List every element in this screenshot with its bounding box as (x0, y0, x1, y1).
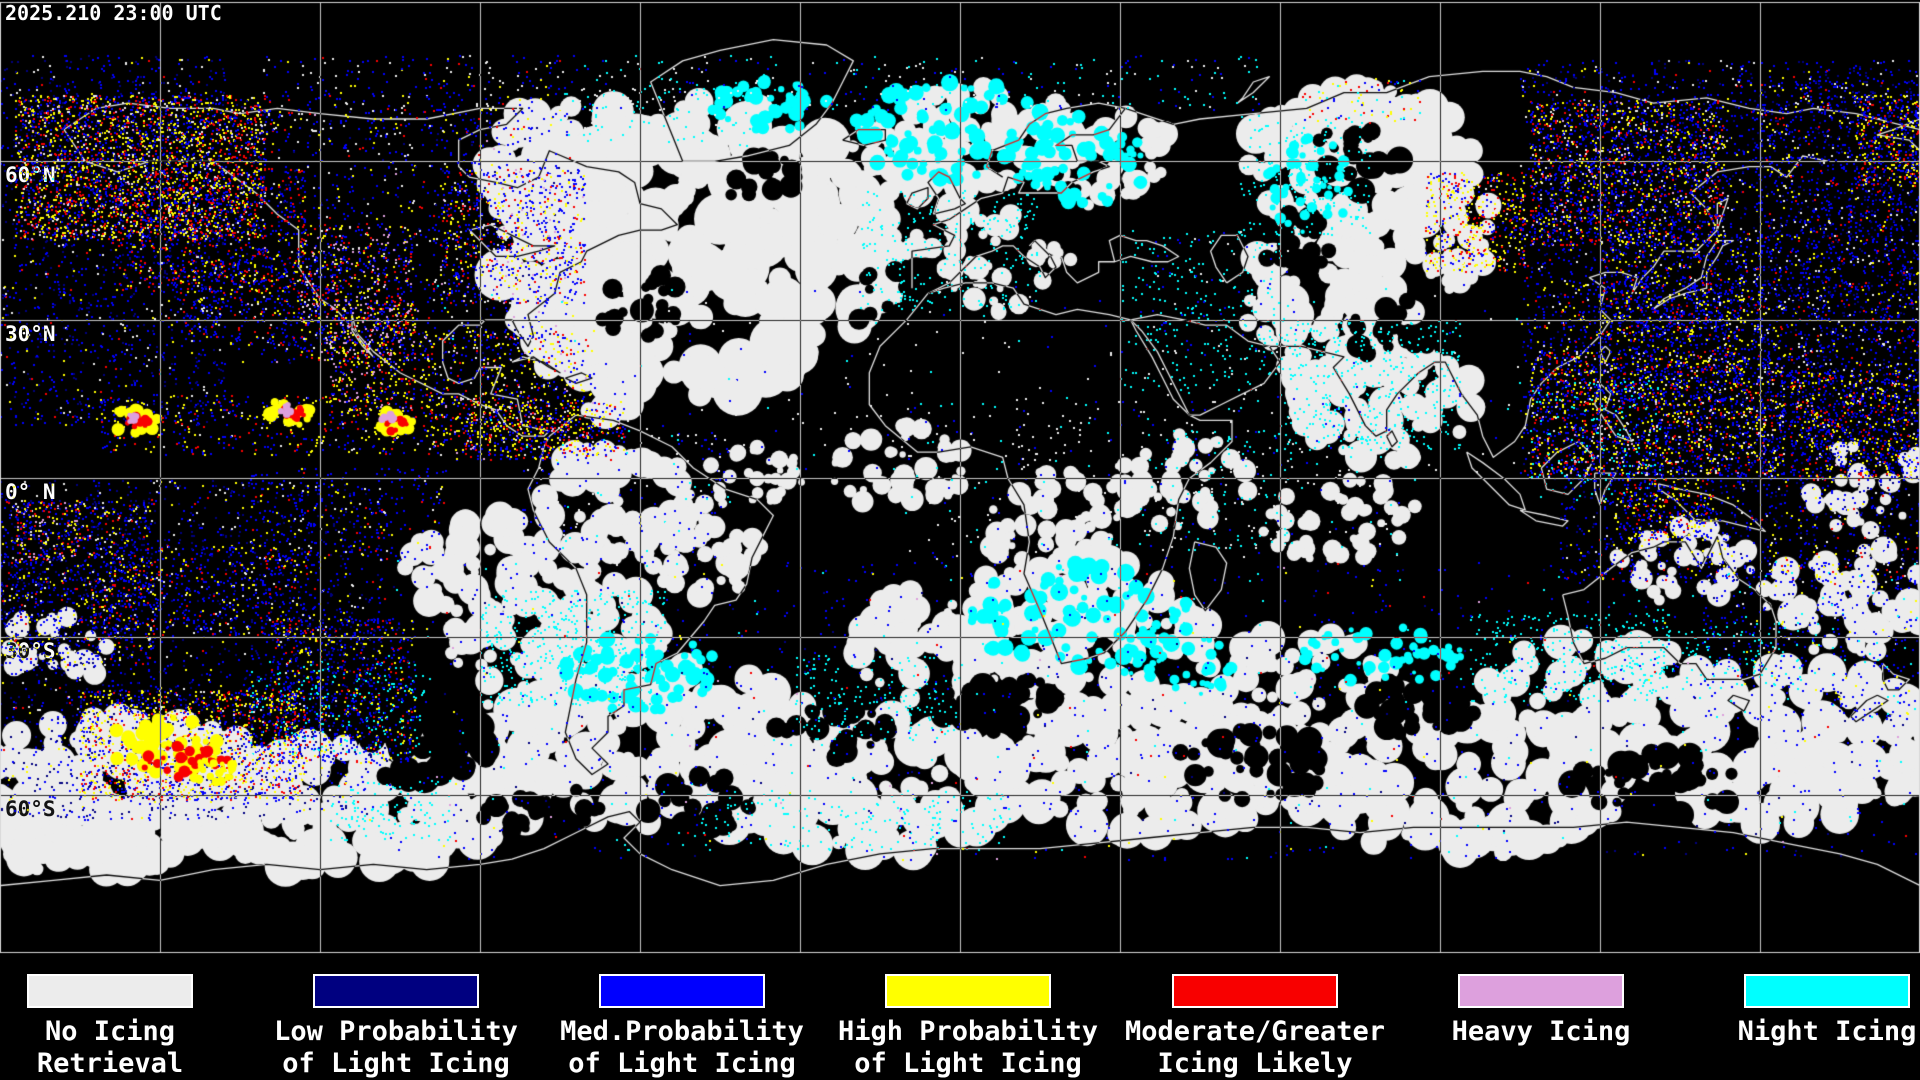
legend-label: of Light Icing (282, 1048, 510, 1079)
legend-label: of Light Icing (854, 1048, 1082, 1079)
legend-label: Heavy Icing (1451, 1016, 1631, 1047)
legend-swatch-heavy (1458, 974, 1624, 1008)
lat-label-60s: 60°S (5, 797, 56, 821)
legend-label: Retrieval (36, 1048, 184, 1079)
legend-swatch-no-icing (27, 974, 193, 1008)
lat-label-30n: 30°N (5, 322, 56, 346)
legend-item-low-prob-light-icing: Low Probability of Light Icing (256, 974, 536, 1080)
legend-swatch-high-prob (885, 974, 1051, 1008)
lat-label-60n: 60°N (5, 163, 56, 187)
timestamp: 2025.210 23:00 UTC (5, 1, 222, 25)
lat-label-0n: 0° N (5, 480, 56, 504)
legend-item-high-prob-light-icing: High Probability of Light Icing (828, 974, 1108, 1080)
lat-label-30s: 30°S (5, 639, 56, 663)
legend-swatch-night (1744, 974, 1910, 1008)
legend-label: Med.Probability (560, 1016, 804, 1047)
legend-item-moderate-greater-icing: Moderate/Greater Icing Likely (1115, 974, 1395, 1080)
legend-label: of Light Icing (568, 1048, 796, 1079)
legend-swatch-moderate (1172, 974, 1338, 1008)
legend-label: No Icing (44, 1016, 176, 1047)
legend-label: Icing Likely (1157, 1048, 1353, 1079)
legend-swatch-low-prob (313, 974, 479, 1008)
legend-label: Moderate/Greater (1124, 1016, 1386, 1047)
legend-label: Low Probability (274, 1016, 518, 1047)
legend-swatch-med-prob (599, 974, 765, 1008)
legend-item-heavy-icing: Heavy Icing (1401, 974, 1681, 1048)
legend-label: High Probability (837, 1016, 1099, 1047)
legend-item-night-icing: Night Icing (1687, 974, 1920, 1048)
legend-item-med-prob-light-icing: Med.Probability of Light Icing (542, 974, 822, 1080)
legend-item-no-icing-retrieval: No Icing Retrieval (0, 974, 250, 1080)
legend-label: Night Icing (1737, 1016, 1917, 1047)
